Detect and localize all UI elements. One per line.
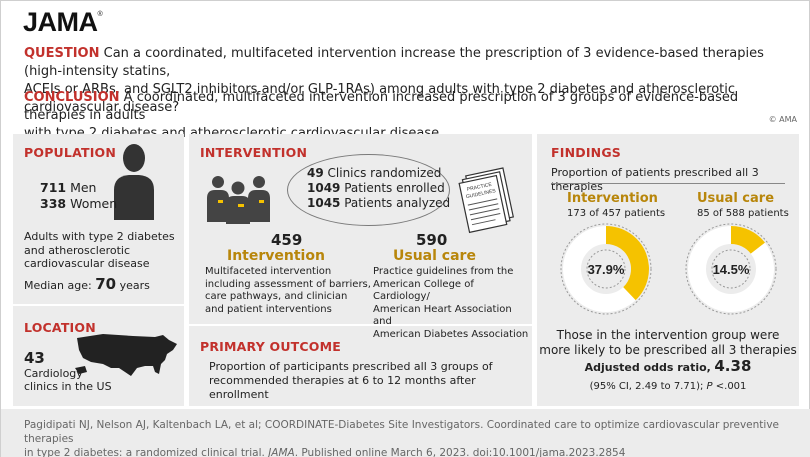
findings-panel: FINDINGS Proportion of patients prescrib… (537, 134, 799, 406)
group2-detail: 85 of 588 patients (697, 208, 789, 219)
citation: Pagidipati NJ, Nelson AJ, Kaltenbach LA,… (1, 409, 810, 457)
practice-guidelines-icon: PRACTICE GUIDELINES (458, 167, 515, 234)
odds-ratio: Adjusted odds ratio, 4.38 (584, 357, 752, 375)
group1-percent-label: 37.9% (588, 262, 625, 277)
group2-percent-label: 14.5% (713, 262, 750, 277)
intervention-header: INTERVENTION (200, 145, 308, 160)
findings-header: FINDINGS (551, 145, 622, 160)
ring-dash-1 (586, 249, 626, 289)
location-header: LOCATION (24, 320, 96, 335)
population-panel: POPULATION 711 Men 338 Women Adults with… (13, 134, 184, 406)
people-group-icon (207, 176, 270, 224)
ring-dash-outer-1 (560, 223, 652, 315)
population-counts: 711 Men 338 Women (40, 180, 118, 211)
arm2-description: Practice guidelines from the American Co… (373, 266, 529, 340)
median-age: Median age: 70 years (24, 275, 150, 293)
population-description: Adults with type 2 diabetes and atherosc… (24, 230, 175, 270)
intervention-panel: INTERVENTION 49 Clinics randomized 1049 … (189, 134, 532, 406)
group2-name: Usual care (697, 191, 775, 206)
arm1-description: Multifaceted intervention including asse… (205, 266, 371, 315)
enrollment-ellipse (287, 154, 450, 226)
arm1-count: 459 (271, 231, 303, 249)
enrollment-counts: 49 Clinics randomized 1049 Patients enro… (307, 166, 451, 210)
conclusion-text-1: A coordinated, multifaceted intervention… (24, 90, 739, 123)
primary-outcome-text: Proportion of participants prescribed al… (209, 360, 493, 401)
panel-divider (13, 304, 184, 306)
findings-subtitle: Proportion of patients prescribed all 3 … (551, 166, 759, 193)
group1-name: Intervention (567, 191, 658, 206)
arm2-name: Usual care (393, 248, 476, 264)
arm1-name: Intervention (227, 248, 325, 264)
population-header: POPULATION (24, 145, 117, 160)
donut-chart: 37.9% 14.5% (560, 223, 777, 315)
confidence-interval: (95% CI, 2.49 to 7.71); P <.001 (589, 381, 747, 392)
primary-outcome-header: PRIMARY OUTCOME (200, 339, 341, 354)
arm2-count: 590 (416, 231, 448, 249)
question-block: QUESTION Can a coordinated, multifaceted… (24, 45, 794, 117)
panel-divider (189, 324, 532, 326)
copyright: © AMA (768, 115, 797, 124)
question-label: QUESTION (24, 46, 100, 61)
jama-logo: JAMA® (23, 7, 103, 37)
subtitle-rule (551, 183, 785, 184)
conclusion-label: CONCLUSION (24, 90, 120, 105)
ring-dash-2 (711, 249, 751, 289)
guidelines-text-1: PRACTICE (466, 182, 493, 193)
question-text-1: Can a coordinated, multifaceted interven… (24, 46, 764, 79)
person-icon (114, 144, 154, 220)
location-text: 43 Cardiology clinics in the US (24, 349, 112, 394)
us-map-icon (75, 334, 177, 376)
ring-dash-outer-2 (685, 223, 777, 315)
question-text-2: ACEIs or ARBs, and SGLT2 inhibitors and/… (24, 82, 736, 115)
donut-arc-usual-care (731, 226, 765, 254)
group1-detail: 173 of 457 patients (567, 208, 666, 219)
donut-arc-intervention (606, 226, 649, 301)
findings-summary: Those in the intervention group were mor… (539, 328, 797, 357)
